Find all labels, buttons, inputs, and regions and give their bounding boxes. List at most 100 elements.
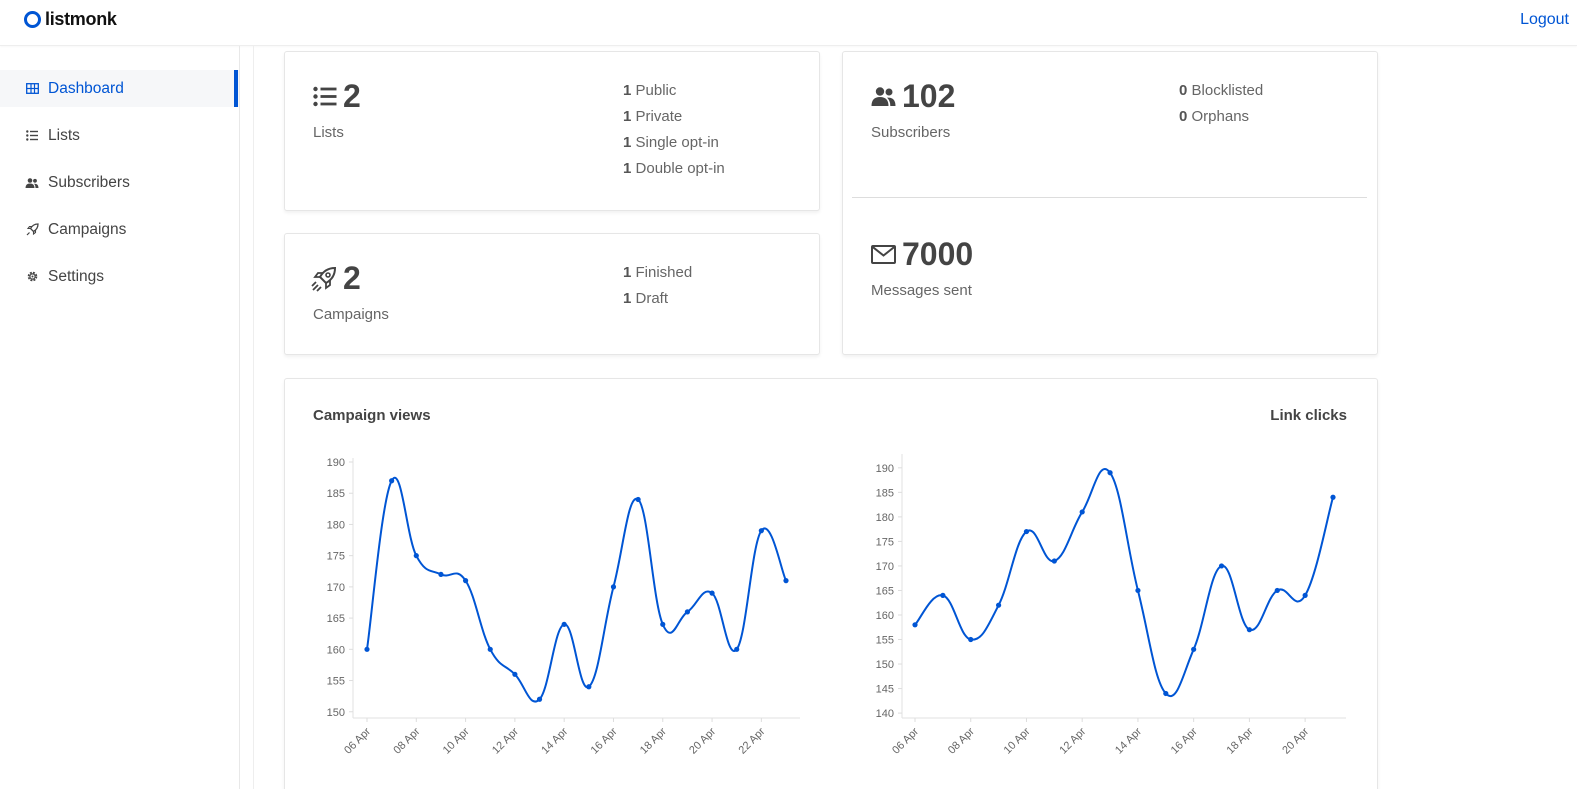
data-point[interactable] bbox=[1302, 592, 1308, 598]
messages-count-value: 7000 bbox=[902, 236, 974, 272]
x-tick-label: 06 Apr bbox=[890, 725, 921, 756]
data-point[interactable] bbox=[586, 684, 592, 690]
logo[interactable]: listmonk bbox=[24, 9, 117, 30]
x-tick-label: 20 Apr bbox=[1280, 725, 1311, 756]
y-tick-label: 170 bbox=[327, 582, 345, 594]
sidebar-item-label: Lists bbox=[48, 126, 80, 144]
y-tick-label: 155 bbox=[876, 635, 894, 647]
x-tick-label: 06 Apr bbox=[342, 725, 373, 756]
data-point[interactable] bbox=[912, 622, 918, 628]
data-point[interactable] bbox=[1163, 690, 1169, 697]
sidebar-item-settings[interactable]: Settings bbox=[0, 258, 239, 295]
x-tick-label: 10 Apr bbox=[441, 725, 472, 756]
y-tick-label: 155 bbox=[327, 676, 345, 688]
top-navbar: listmonk Logout bbox=[0, 0, 1577, 46]
data-point[interactable] bbox=[487, 646, 493, 652]
stat-public: 1 Public bbox=[623, 82, 677, 99]
data-point[interactable] bbox=[709, 590, 715, 596]
campaigns-label: Campaigns bbox=[313, 306, 389, 323]
y-tick-label: 180 bbox=[876, 512, 894, 524]
x-tick-label: 22 Apr bbox=[736, 725, 767, 756]
campaign-views-chart: 150 155 160 165 170 175 180 185 190 06 Apr 08 Apr 1… bbox=[327, 457, 800, 757]
y-tick-label: 165 bbox=[876, 585, 894, 597]
stat-finished: 1 Finished bbox=[623, 264, 693, 281]
x-tick-label: 10 Apr bbox=[1002, 725, 1033, 756]
messages-label: Messages sent bbox=[871, 282, 972, 299]
subscribers-count-value: 102 bbox=[902, 78, 956, 114]
mail-icon bbox=[871, 245, 896, 264]
stat-private: 1 Private bbox=[623, 108, 683, 125]
subscribers-label: Subscribers bbox=[871, 124, 951, 141]
y-tick-label: 175 bbox=[876, 536, 894, 548]
data-point[interactable] bbox=[1218, 563, 1225, 569]
x-tick-label: 14 Apr bbox=[539, 725, 570, 756]
lists-count-value: 2 bbox=[343, 78, 361, 114]
data-point[interactable] bbox=[561, 621, 567, 627]
data-point[interactable] bbox=[660, 621, 666, 627]
card-divider bbox=[852, 197, 1367, 198]
logout-link[interactable]: Logout bbox=[1520, 11, 1569, 28]
y-tick-label: 185 bbox=[327, 488, 345, 500]
data-point[interactable] bbox=[1274, 587, 1280, 594]
data-point[interactable] bbox=[758, 528, 764, 534]
data-point[interactable] bbox=[783, 578, 789, 584]
campaigns-card[interactable]: 2 Campaigns 1 Finished 1 Draft bbox=[284, 233, 820, 355]
data-point[interactable] bbox=[996, 602, 1002, 608]
stat-blocklisted: 0 Blocklisted bbox=[1179, 82, 1264, 99]
x-tick-label: 18 Apr bbox=[1225, 725, 1256, 756]
x-tick-label: 16 Apr bbox=[589, 725, 620, 756]
data-point[interactable] bbox=[1246, 627, 1252, 633]
y-tick-label: 160 bbox=[876, 610, 894, 622]
y-tick-label: 170 bbox=[876, 561, 894, 573]
x-tick-label: 18 Apr bbox=[638, 725, 669, 756]
list-icon bbox=[313, 86, 337, 107]
y-tick-label: 150 bbox=[327, 707, 345, 719]
data-point[interactable] bbox=[1023, 528, 1030, 535]
data-point[interactable] bbox=[940, 592, 946, 598]
subscribers-card[interactable]: 102 Subscribers 0 Blocklisted 0 Orphans … bbox=[842, 51, 1378, 355]
data-point[interactable] bbox=[1051, 558, 1057, 564]
y-tick-label: 175 bbox=[327, 551, 345, 563]
data-point[interactable] bbox=[462, 578, 469, 584]
rocket-icon bbox=[25, 223, 39, 237]
stat-single-optin: 1 Single opt-in bbox=[623, 134, 719, 151]
data-point[interactable] bbox=[1107, 470, 1113, 476]
data-point[interactable] bbox=[536, 696, 543, 702]
data-point[interactable] bbox=[438, 571, 444, 577]
data-point[interactable] bbox=[1135, 587, 1141, 594]
lists-stats: 1 Public 1 Private 1 Single opt-in 1 Dou… bbox=[623, 78, 725, 182]
campaigns-stats: 1 Finished 1 Draft bbox=[623, 260, 692, 312]
sidebar-item-label: Campaigns bbox=[48, 220, 127, 238]
data-point[interactable] bbox=[512, 671, 518, 677]
subscribers-count: 102 bbox=[871, 78, 955, 115]
data-point[interactable] bbox=[364, 646, 370, 652]
data-point[interactable] bbox=[413, 553, 419, 559]
sidebar-item-subscribers[interactable]: Subscribers bbox=[0, 164, 239, 201]
data-point[interactable] bbox=[734, 646, 740, 652]
sidebar-item-campaigns[interactable]: Campaigns bbox=[0, 211, 239, 248]
data-point[interactable] bbox=[389, 478, 395, 484]
y-tick-label: 165 bbox=[327, 613, 345, 625]
data-point[interactable] bbox=[1191, 646, 1197, 652]
y-tick-label: 190 bbox=[327, 457, 345, 469]
stat-orphans: 0 Orphans bbox=[1179, 108, 1250, 125]
data-point[interactable] bbox=[635, 496, 641, 503]
series-line bbox=[914, 468, 1334, 697]
series-line bbox=[366, 476, 787, 703]
data-point[interactable] bbox=[1079, 509, 1085, 515]
sidebar-item-label: Subscribers bbox=[48, 173, 130, 191]
y-tick-label: 140 bbox=[876, 708, 894, 720]
sidebar-item-dashboard[interactable]: Dashboard bbox=[0, 70, 239, 107]
campaigns-count-value: 2 bbox=[343, 260, 361, 296]
x-tick-label: 14 Apr bbox=[1113, 725, 1144, 756]
data-point[interactable] bbox=[1330, 494, 1336, 500]
sidebar-item-lists[interactable]: Lists bbox=[0, 117, 239, 154]
data-point[interactable] bbox=[968, 636, 974, 643]
lists-count: 2 bbox=[313, 78, 361, 115]
logo-icon bbox=[24, 11, 41, 28]
sidebar-item-label: Settings bbox=[48, 267, 105, 285]
data-point[interactable] bbox=[684, 609, 691, 615]
lists-card[interactable]: 2 Lists 1 Public 1 Private 1 Single opt-… bbox=[284, 51, 820, 211]
data-point[interactable] bbox=[610, 584, 617, 590]
rocket-icon bbox=[311, 266, 337, 292]
